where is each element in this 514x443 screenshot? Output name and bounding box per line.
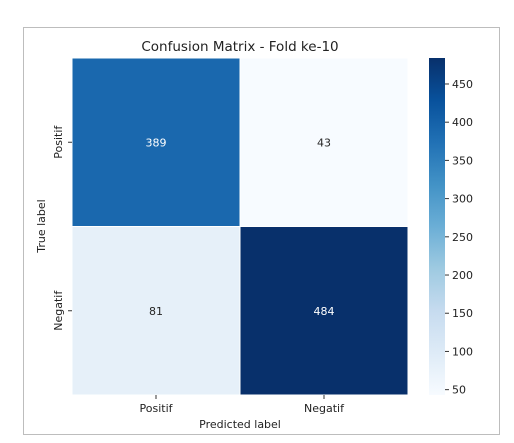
cell-value-0-0: 389	[146, 136, 167, 149]
colorbar-tick-label-2: 150	[452, 307, 473, 320]
colorbar-tick-label-3: 200	[452, 269, 473, 282]
y-tick-label-1: Negatif	[52, 290, 65, 331]
heatmap-cell-0-0	[71, 57, 241, 227]
heatmap-cells	[71, 57, 409, 396]
colorbar-tick-label-7: 400	[452, 116, 473, 129]
cell-value-0-1: 43	[317, 136, 331, 149]
x-tick-label-0: Positif	[140, 402, 174, 415]
colorbar	[429, 58, 445, 395]
colorbar-ticks: 50 100 150 200 250 300 350 400 450	[445, 78, 473, 397]
colorbar-tick-label-8: 450	[452, 78, 473, 91]
colorbar-tick-label-4: 250	[452, 231, 473, 244]
y-tick-label-0: Positif	[52, 125, 65, 159]
heatmap-cell-1-1	[239, 226, 409, 396]
cell-value-1-1: 484	[314, 305, 335, 318]
chart-title: Confusion Matrix - Fold ke-10	[141, 39, 338, 55]
x-axis-label: Predicted label	[199, 418, 281, 431]
x-tick-label-1: Negatif	[304, 402, 345, 415]
heatmap-cell-1-0	[71, 226, 241, 396]
colorbar-tick-label-1: 100	[452, 345, 473, 358]
colorbar-tick-label-5: 300	[452, 193, 473, 206]
cell-value-1-0: 81	[149, 305, 163, 318]
y-axis-label: True label	[35, 199, 48, 253]
cell-annotations: 389 43 81 484	[146, 136, 335, 318]
colorbar-tick-label-0: 50	[452, 384, 466, 397]
heatmap-cell-0-1	[239, 57, 409, 227]
colorbar-tick-label-6: 350	[452, 154, 473, 167]
axes: Positif Negatif Positif Negatif	[52, 125, 345, 415]
